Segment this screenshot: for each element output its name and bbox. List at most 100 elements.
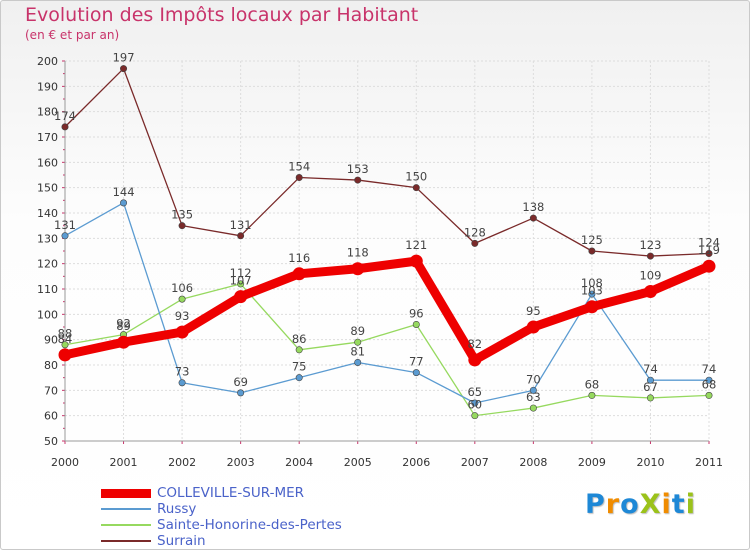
data-label: 103 [581, 284, 603, 298]
data-label: 89 [116, 319, 131, 333]
data-point [705, 250, 713, 258]
data-point [646, 394, 654, 402]
data-point [529, 386, 537, 394]
x-tick-label: 2000 [51, 456, 79, 469]
data-point [588, 290, 596, 298]
y-tick-label: 90 [44, 334, 58, 347]
legend-label: Sainte-Honorine-des-Pertes [157, 517, 342, 533]
data-point [529, 214, 537, 222]
legend-swatch [101, 508, 151, 510]
x-tick-label: 2010 [636, 456, 664, 469]
data-point [354, 176, 362, 184]
series-line [60, 256, 714, 365]
y-tick-label: 70 [44, 384, 58, 397]
data-point [61, 232, 69, 240]
data-point [295, 174, 303, 182]
data-label: 67 [643, 380, 658, 394]
data-label: 92 [116, 317, 131, 331]
data-point [646, 252, 654, 260]
y-tick-label: 190 [37, 80, 58, 93]
data-label: 93 [175, 309, 190, 323]
series-line [64, 283, 710, 417]
data-label: 73 [175, 365, 190, 379]
data-label: 96 [409, 306, 424, 320]
data-label: 150 [405, 170, 427, 184]
data-label: 118 [347, 246, 369, 260]
y-tick-label: 120 [37, 258, 58, 271]
x-tick-label: 2001 [110, 456, 138, 469]
data-label: 109 [639, 269, 661, 283]
legend-swatch [101, 488, 151, 498]
data-label: 108 [581, 276, 603, 290]
data-point [237, 232, 245, 240]
y-tick-label: 170 [37, 131, 58, 144]
data-point [237, 389, 245, 397]
data-label: 128 [464, 225, 486, 239]
data-label: 125 [581, 233, 603, 247]
data-point [58, 348, 72, 362]
y-tick-label: 160 [37, 156, 58, 169]
series-line [64, 67, 710, 257]
data-label: 86 [292, 332, 307, 346]
data-point [120, 199, 128, 207]
data-point [585, 300, 599, 314]
y-tick-label: 80 [44, 359, 58, 372]
data-label: 65 [467, 385, 482, 399]
data-point [646, 376, 654, 384]
data-label: 68 [702, 377, 717, 391]
data-point [412, 320, 420, 328]
data-label: 74 [643, 362, 658, 376]
y-tick-label: 130 [37, 232, 58, 245]
x-tick-label: 2004 [285, 456, 313, 469]
y-tick-label: 200 [37, 55, 58, 68]
data-point [468, 353, 482, 367]
data-point [61, 123, 69, 131]
logo-letter: o [620, 489, 640, 520]
data-label: 84 [58, 332, 73, 346]
data-label: 116 [288, 251, 310, 265]
x-tick-label: 2009 [578, 456, 606, 469]
data-label: 89 [350, 324, 365, 338]
data-point [705, 391, 713, 399]
data-label: 131 [54, 218, 76, 232]
data-label: 70 [526, 372, 541, 386]
y-tick-label: 60 [44, 410, 58, 423]
data-point [117, 335, 131, 349]
data-label: 174 [54, 109, 76, 123]
data-label: 144 [113, 185, 135, 199]
data-point [178, 295, 186, 303]
data-point [471, 239, 479, 247]
legend-label: COLLEVILLE-SUR-MER [157, 485, 304, 501]
data-label: 69 [233, 375, 248, 389]
data-point [295, 374, 303, 382]
data-point [526, 320, 540, 334]
data-point [412, 369, 420, 377]
x-tick-label: 2006 [402, 456, 430, 469]
data-point [295, 346, 303, 354]
data-label: 112 [230, 266, 252, 280]
legend-label: Surrain [157, 533, 206, 549]
data-point [705, 376, 713, 384]
data-label: 82 [467, 337, 482, 351]
data-point [471, 399, 479, 407]
chart-title: Evolution des Impôts locaux par Habitant [25, 4, 419, 26]
data-label: 81 [350, 344, 365, 358]
data-label: 95 [526, 304, 541, 318]
data-point [354, 338, 362, 346]
data-point [588, 247, 596, 255]
data-label: 124 [698, 236, 720, 250]
y-tick-label: 150 [37, 182, 58, 195]
data-point [351, 262, 365, 276]
data-label: 153 [347, 162, 369, 176]
proxiti-logo: ProXiti [585, 489, 696, 520]
y-tick-label: 100 [37, 308, 58, 321]
data-label: 121 [405, 238, 427, 252]
data-label: 77 [409, 355, 424, 369]
data-label: 60 [467, 398, 482, 412]
logo-letter: t [671, 489, 686, 520]
data-point [702, 259, 716, 273]
x-tick-label: 2003 [227, 456, 255, 469]
data-label: 135 [171, 208, 193, 222]
data-label: 123 [639, 238, 661, 252]
